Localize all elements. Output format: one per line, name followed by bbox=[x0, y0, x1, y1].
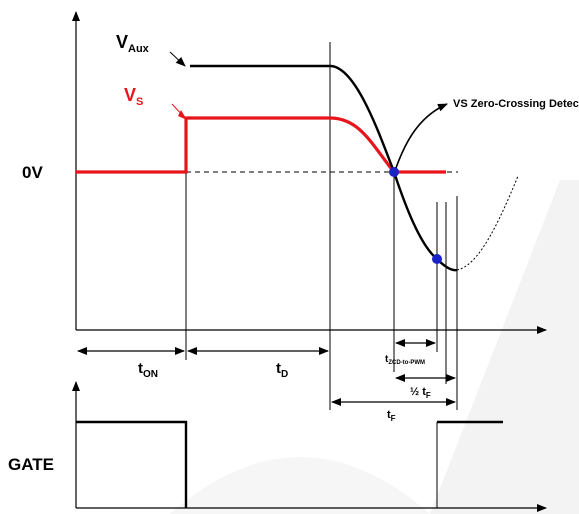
v-aux-label: VAux bbox=[116, 32, 150, 55]
t-d-label: tD bbox=[276, 360, 288, 380]
vs-pointer-head bbox=[178, 110, 187, 120]
vaux-ringing-dotted bbox=[456, 175, 519, 271]
t-zcd-label: tZCD-to-PWM bbox=[385, 354, 425, 366]
zero-crossing-detect-label: VS Zero-Crossing Detect bbox=[453, 98, 579, 110]
vaux-pointer-arrow bbox=[169, 51, 186, 67]
zero-crossing-callout-arrow bbox=[395, 103, 448, 169]
half-tf-label: ½ tF bbox=[410, 386, 431, 400]
t-f-label: tF bbox=[387, 409, 396, 423]
vs-trace bbox=[76, 116, 446, 174]
gate-label: GATE bbox=[8, 455, 54, 474]
zero-volt-label: 0V bbox=[22, 163, 43, 182]
v-s-label: VS bbox=[124, 85, 143, 108]
valley-dot bbox=[432, 254, 442, 264]
zero-crossing-dot bbox=[389, 167, 399, 177]
watermark-logo bbox=[170, 180, 579, 514]
t-on-label: tON bbox=[138, 360, 158, 380]
vaux-trace bbox=[190, 64, 458, 272]
gate-pulse-1 bbox=[76, 420, 188, 508]
